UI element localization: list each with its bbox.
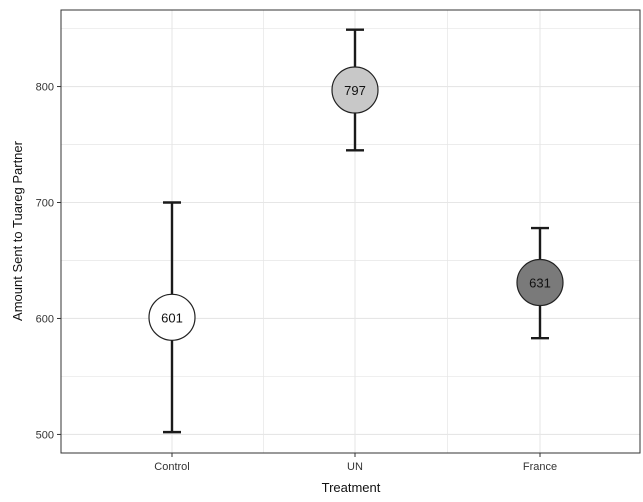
y-tick-label: 500: [36, 429, 54, 441]
mean-point: [331, 66, 379, 114]
data-layer: 601 797 631: [148, 28, 564, 434]
point-group-control: 601: [148, 201, 196, 434]
plot-panel: [60, 9, 641, 454]
x-tick-label: Control: [154, 461, 189, 473]
y-tick-label: 800: [36, 82, 54, 94]
mean-label: 601: [161, 310, 183, 325]
x-axis-title: Treatment: [322, 480, 381, 495]
x-tick-label: France: [523, 461, 557, 473]
mean-label: 631: [529, 276, 551, 291]
y-axis: 500 600 700 800: [36, 82, 61, 441]
point-group-france: 631: [516, 226, 564, 340]
y-tick-label: 600: [36, 313, 54, 325]
y-axis-title: Amount Sent to Tuareg Partner: [10, 140, 25, 321]
x-axis: Control UN France: [154, 453, 557, 473]
mean-point: [148, 293, 196, 341]
point-group-un: 797: [331, 28, 379, 152]
mean-label: 797: [344, 83, 366, 98]
x-tick-label: UN: [347, 461, 363, 473]
y-tick-label: 700: [36, 198, 54, 210]
mean-point: [516, 258, 564, 307]
